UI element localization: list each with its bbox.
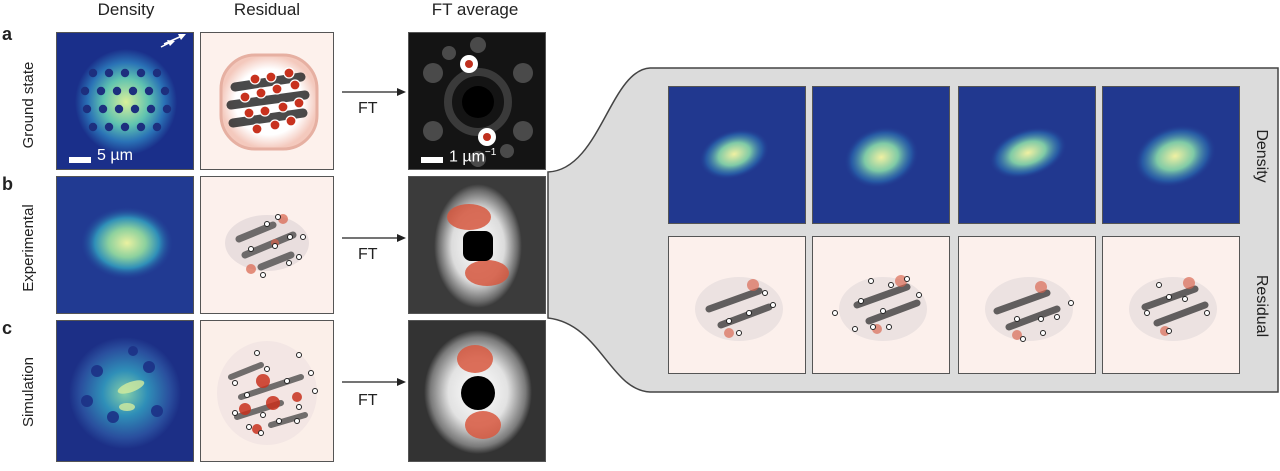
ft-arrow-c <box>342 378 406 386</box>
row-label-ground-state: Ground state <box>20 61 37 149</box>
ft-scale-bar-label: 1 µm−1 <box>449 147 497 166</box>
ft-label-b: FT <box>358 246 378 263</box>
residual-ground-state-image <box>200 32 334 170</box>
panel-label-c: c <box>2 318 13 338</box>
column-header-density: Density <box>97 0 155 19</box>
scale-bar-label: 5 µm <box>97 147 133 164</box>
density-simulation-image <box>56 320 194 462</box>
scale-bar <box>69 157 91 163</box>
ft-arrow-b <box>342 234 406 242</box>
ft-simulation-image <box>408 320 546 462</box>
callout-residual-image-2 <box>812 236 950 374</box>
column-header-ft-average: FT average <box>431 0 519 19</box>
panel-label-a: a <box>2 24 13 44</box>
callout-residual-image-1 <box>668 236 806 374</box>
row-label-experimental: Experimental <box>20 204 37 292</box>
residual-simulation-image <box>200 320 334 462</box>
callout-density-image-2 <box>812 86 950 224</box>
density-ground-state-image: 5 µm <box>56 32 194 170</box>
callout-residual-image-3 <box>958 236 1096 374</box>
callout-density-image-4 <box>1102 86 1240 224</box>
ft-label-a: FT <box>358 100 378 117</box>
ft-ground-state-image: 1 µm−1 <box>408 32 546 170</box>
row-label-simulation: Simulation <box>20 356 37 428</box>
side-label-density: Density <box>1253 129 1270 183</box>
callout-residual-image-4 <box>1102 236 1240 374</box>
ft-experimental-image <box>408 176 546 314</box>
callout-density-image-1 <box>668 86 806 224</box>
direction-arrow-icon <box>163 34 186 45</box>
callout-density-image-3 <box>958 86 1096 224</box>
panel-label-b: b <box>2 174 13 194</box>
residual-experimental-image <box>200 176 334 314</box>
ft-label-c: FT <box>358 392 378 409</box>
column-header-residual: Residual <box>233 0 301 19</box>
ft-arrow-a <box>342 88 406 96</box>
side-label-residual: Residual <box>1253 274 1270 338</box>
ft-scale-bar <box>421 157 443 163</box>
density-experimental-image <box>56 176 194 314</box>
